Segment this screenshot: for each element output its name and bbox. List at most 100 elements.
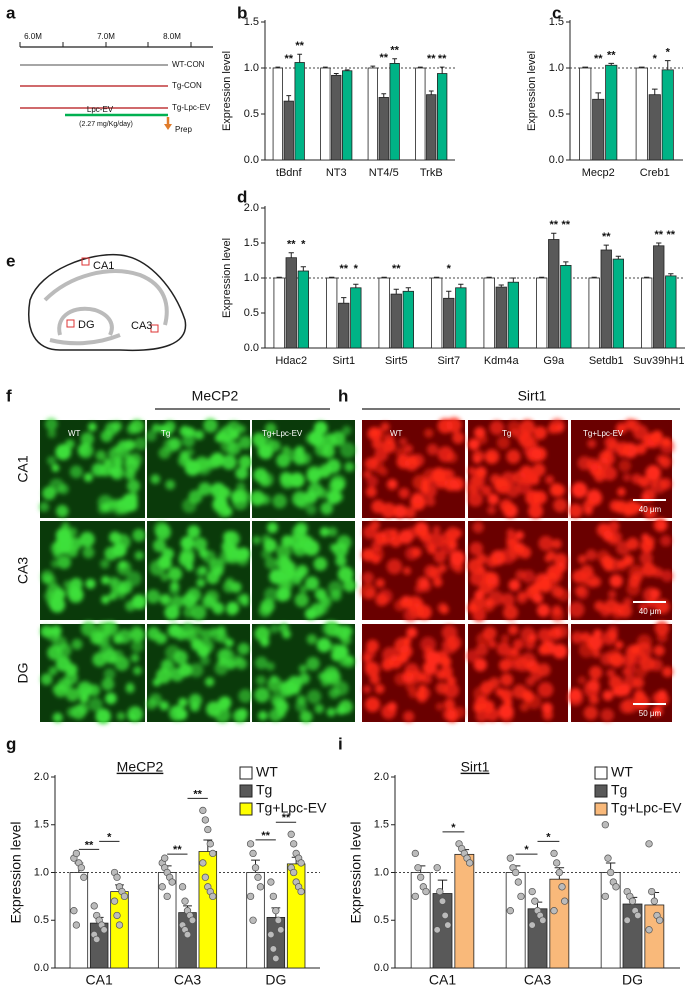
cell — [50, 625, 62, 637]
y-tick-label: 0.0 — [374, 962, 389, 974]
y-tick-label: 0.0 — [244, 342, 259, 354]
cell — [126, 479, 141, 493]
cell — [380, 502, 397, 519]
y-tick-label: 1.0 — [549, 62, 564, 74]
cell — [198, 565, 208, 575]
cell — [221, 454, 237, 470]
cell — [403, 710, 415, 723]
bar — [495, 286, 507, 349]
x-tick-label: CA1 — [86, 972, 113, 988]
cell — [332, 542, 349, 558]
x-tick-label: CA1 — [429, 972, 456, 988]
cell — [129, 625, 144, 640]
data-point — [120, 892, 129, 901]
cell — [450, 477, 465, 491]
cell — [108, 655, 117, 664]
y-axis-label: Expression level — [348, 822, 364, 924]
cell — [150, 474, 161, 485]
cell — [593, 470, 606, 483]
cell — [160, 572, 170, 582]
legend-label: Tg+Lpc-EV — [256, 800, 327, 816]
cell — [623, 597, 633, 607]
cell — [318, 603, 329, 615]
cell — [186, 587, 202, 603]
cell — [532, 463, 546, 477]
cell — [172, 705, 183, 716]
cell — [214, 433, 224, 443]
y-tick-label: 1.5 — [374, 819, 389, 831]
cell — [600, 605, 611, 617]
cell — [427, 532, 444, 549]
cell — [266, 522, 279, 534]
data-point — [183, 930, 192, 939]
cell — [525, 676, 536, 687]
cell — [163, 420, 176, 433]
cell — [118, 560, 127, 569]
error-bar — [563, 261, 569, 266]
cell — [99, 643, 114, 657]
cell — [97, 504, 108, 514]
cell — [334, 681, 349, 696]
cell — [105, 692, 117, 705]
x-tick-label: CA3 — [524, 972, 551, 988]
cell — [640, 656, 655, 672]
cell — [203, 418, 218, 433]
cell — [618, 683, 631, 696]
bar — [661, 69, 674, 161]
bar — [283, 100, 294, 161]
data-point — [422, 887, 430, 896]
row-label: CA3 — [15, 557, 31, 584]
cell — [446, 635, 462, 651]
data-point — [290, 868, 298, 877]
cell — [111, 421, 123, 432]
y-tick-label: 1.5 — [549, 16, 564, 28]
cells — [466, 418, 568, 519]
cell — [364, 696, 381, 713]
error-bar — [486, 276, 492, 278]
cell — [496, 436, 510, 450]
bar — [653, 245, 665, 349]
cell — [593, 629, 603, 639]
cells — [465, 624, 569, 723]
cell — [258, 710, 268, 721]
bar — [536, 277, 548, 349]
cell — [269, 675, 279, 684]
cell — [152, 539, 166, 553]
y-axis-label: Expression level — [8, 822, 24, 924]
bar — [331, 74, 342, 161]
cell — [506, 449, 521, 464]
cell — [365, 486, 377, 498]
cell — [651, 467, 661, 477]
column-label: Tg+Lpc-EV — [583, 429, 624, 438]
cell — [260, 637, 270, 647]
cell — [443, 698, 455, 710]
cell — [548, 568, 564, 584]
cell — [178, 697, 188, 708]
data-point — [601, 892, 609, 901]
cell — [500, 673, 514, 687]
significance-label: ** — [549, 219, 558, 231]
cell — [417, 672, 427, 682]
data-point — [110, 897, 119, 905]
bar — [198, 851, 218, 969]
cell — [328, 480, 343, 495]
data-point — [645, 926, 653, 934]
cell — [606, 668, 616, 678]
cell — [403, 444, 414, 454]
group-label: WT-CON — [172, 60, 205, 69]
data-point — [297, 887, 305, 896]
error-bar — [603, 244, 609, 250]
cell — [624, 418, 636, 430]
error-bar — [381, 276, 387, 278]
cell — [649, 480, 658, 489]
cell — [214, 661, 228, 676]
cell — [165, 479, 176, 490]
significance-label: ** — [654, 229, 663, 241]
cell — [533, 426, 547, 440]
error-bar — [275, 66, 281, 68]
cell — [154, 632, 167, 645]
bar — [326, 277, 338, 349]
x-tick-label: Mecp2 — [582, 167, 615, 179]
cell — [474, 426, 486, 439]
data-point — [287, 830, 295, 838]
